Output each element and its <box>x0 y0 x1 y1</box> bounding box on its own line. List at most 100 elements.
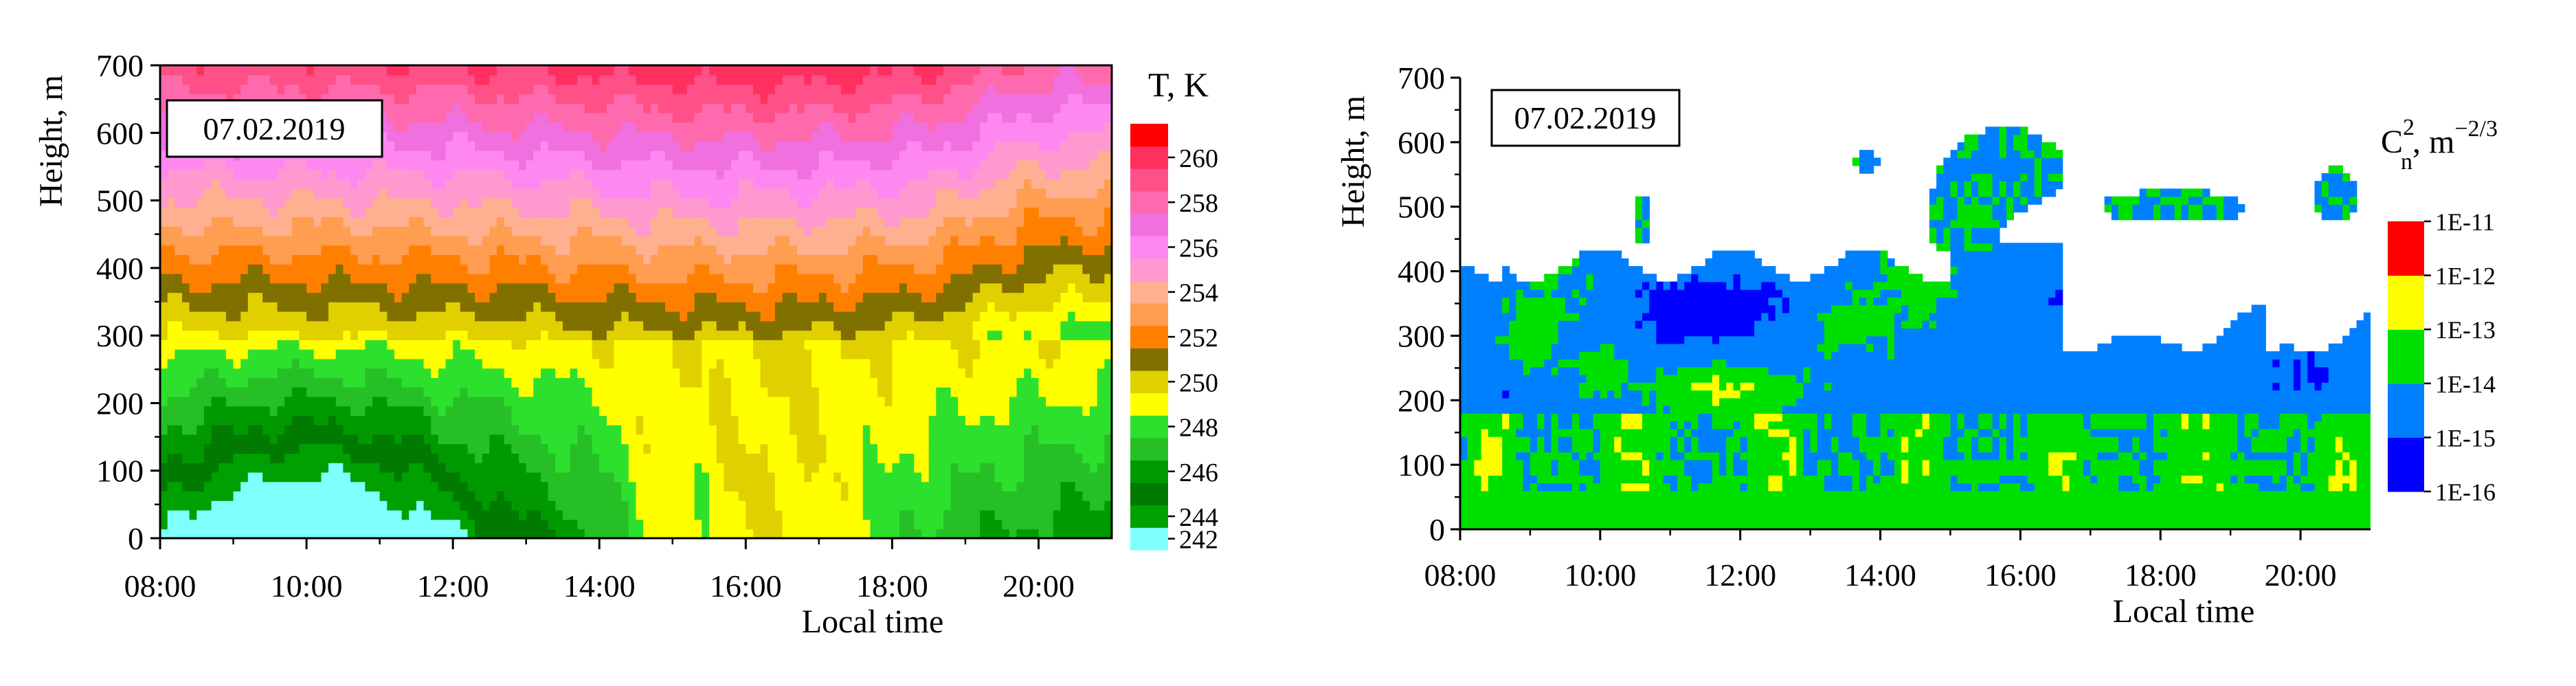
temperature-cell <box>811 150 820 161</box>
temperature-cell <box>497 311 505 322</box>
temperature-cell <box>189 235 198 246</box>
temperature-cell <box>833 472 842 483</box>
temperature-cell <box>343 453 351 463</box>
temperature-cell <box>533 150 541 161</box>
temperature-cell <box>884 377 893 388</box>
temperature-cell <box>291 169 300 179</box>
temperature-cell <box>570 141 579 151</box>
temperature-cell <box>511 179 519 189</box>
temperature-cell <box>240 415 249 425</box>
temperature-cell <box>475 217 483 227</box>
temperature-cell <box>862 358 871 369</box>
temperature-cell <box>497 225 505 236</box>
temperature-cell <box>247 264 256 274</box>
temperature-cell <box>826 235 834 246</box>
temperature-cell <box>247 519 256 530</box>
temperature-cell <box>643 292 651 302</box>
temperature-cell <box>416 529 425 538</box>
temperature-cell <box>321 481 329 491</box>
temperature-cell <box>796 188 805 199</box>
temperature-cell <box>262 169 271 179</box>
temperature-cell <box>818 529 827 538</box>
temperature-cell <box>877 150 886 161</box>
temperature-cell <box>409 283 417 294</box>
temperature-cell <box>870 348 878 359</box>
temperature-cell <box>606 311 615 322</box>
temperature-cell <box>628 415 637 425</box>
temperature-cell <box>724 159 732 170</box>
temperature-cell <box>438 377 447 388</box>
temperature-cell <box>862 453 871 463</box>
temperature-cell <box>702 159 710 170</box>
temperature-cell <box>519 302 527 312</box>
temperature-cell <box>548 74 557 85</box>
temperature-cell <box>870 519 878 530</box>
temperature-cell <box>489 84 497 95</box>
temperature-cell <box>628 491 637 501</box>
temperature-cell <box>702 112 710 123</box>
temperature-cell <box>555 424 563 435</box>
temperature-cell <box>423 529 432 538</box>
temperature-cell <box>504 103 513 113</box>
temperature-cell <box>592 311 601 322</box>
temperature-cell <box>796 406 805 416</box>
temperature-cell <box>167 386 176 397</box>
temperature-cell <box>225 377 234 388</box>
temperature-cell <box>833 65 842 76</box>
temperature-cell <box>592 481 601 491</box>
temperature-cell <box>416 491 425 501</box>
temperature-cell <box>606 396 615 407</box>
temperature-cell <box>548 434 557 445</box>
temperature-cell <box>672 491 681 501</box>
temperature-cell <box>211 74 220 85</box>
temperature-cell <box>548 235 557 246</box>
temperature-cell <box>724 273 732 284</box>
temperature-cell <box>394 159 403 170</box>
temperature-cell <box>497 472 505 483</box>
temperature-cell <box>731 112 739 123</box>
temperature-cell <box>423 481 432 491</box>
temperature-cell <box>665 415 673 425</box>
temperature-cell <box>197 340 205 350</box>
temperature-cell <box>247 377 256 388</box>
temperature-cell <box>738 122 747 133</box>
temperature-cell <box>394 396 403 407</box>
temperature-cell <box>357 273 366 284</box>
temperature-cell <box>870 217 878 227</box>
temperature-cell <box>467 254 475 265</box>
temperature-cell <box>848 340 856 350</box>
temperature-cell <box>533 74 541 85</box>
temperature-cell <box>716 443 725 454</box>
temperature-cell <box>533 311 541 322</box>
temperature-cell <box>760 141 769 151</box>
temperature-cell <box>768 122 776 133</box>
temperature-cell <box>840 141 849 151</box>
temperature-cell <box>160 302 168 312</box>
temperature-cell <box>621 415 629 425</box>
temperature-cell <box>563 386 571 397</box>
temperature-cell <box>409 519 417 530</box>
temperature-cell <box>497 131 505 142</box>
temperature-cell <box>672 103 681 113</box>
temperature-cell <box>592 529 601 538</box>
temperature-cell <box>599 500 607 511</box>
temperature-cell <box>438 330 447 340</box>
temperature-cell <box>203 84 212 95</box>
temperature-cell <box>350 207 359 217</box>
temperature-cell <box>855 406 864 416</box>
temperature-cell <box>884 131 893 142</box>
temperature-cell <box>379 217 388 227</box>
temperature-cell <box>818 302 827 312</box>
temperature-cell <box>672 348 681 359</box>
temperature-cell <box>533 65 541 76</box>
temperature-cell <box>577 141 585 151</box>
temperature-cell <box>160 207 168 217</box>
temperature-cell <box>709 443 717 454</box>
temperature-cell <box>848 377 856 388</box>
temperature-cell <box>277 74 285 85</box>
temperature-cell <box>628 434 637 445</box>
temperature-cell <box>423 330 432 340</box>
temperature-cell <box>504 340 513 350</box>
temperature-cell <box>269 207 278 217</box>
temperature-cell <box>182 519 190 530</box>
